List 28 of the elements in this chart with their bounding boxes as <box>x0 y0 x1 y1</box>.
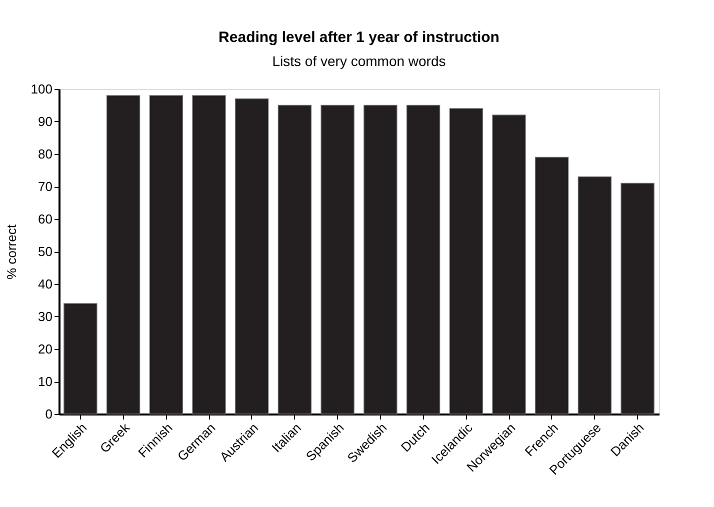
bar <box>278 104 312 414</box>
y-tick-label: 70 <box>38 179 52 194</box>
y-tick-label: 90 <box>38 114 52 129</box>
bar <box>578 176 612 414</box>
y-tick-label: 10 <box>38 374 52 389</box>
bar <box>149 95 183 414</box>
y-tick-label: 30 <box>38 309 52 324</box>
y-tick-label: 0 <box>45 406 52 422</box>
bar <box>320 104 354 414</box>
bar <box>364 104 398 414</box>
bar <box>235 98 269 414</box>
bar <box>192 95 226 414</box>
bar <box>492 114 526 414</box>
bar <box>620 182 654 414</box>
chart-subtitle: Lists of very common words <box>272 53 446 69</box>
y-tick-label: 40 <box>38 276 52 292</box>
bar <box>535 156 569 414</box>
y-axis-title: % correct <box>4 224 19 280</box>
y-tick-label: 100 <box>30 82 52 96</box>
bar <box>449 108 483 414</box>
bar <box>106 95 140 414</box>
y-tick-label: 80 <box>38 146 52 162</box>
y-tick-label: 20 <box>38 342 52 356</box>
y-tick-label: 60 <box>38 212 52 226</box>
chart-title: Reading level after 1 year of instruction <box>218 29 500 46</box>
bar <box>64 303 98 414</box>
y-tick-label: 50 <box>38 244 52 259</box>
bar <box>406 104 440 414</box>
